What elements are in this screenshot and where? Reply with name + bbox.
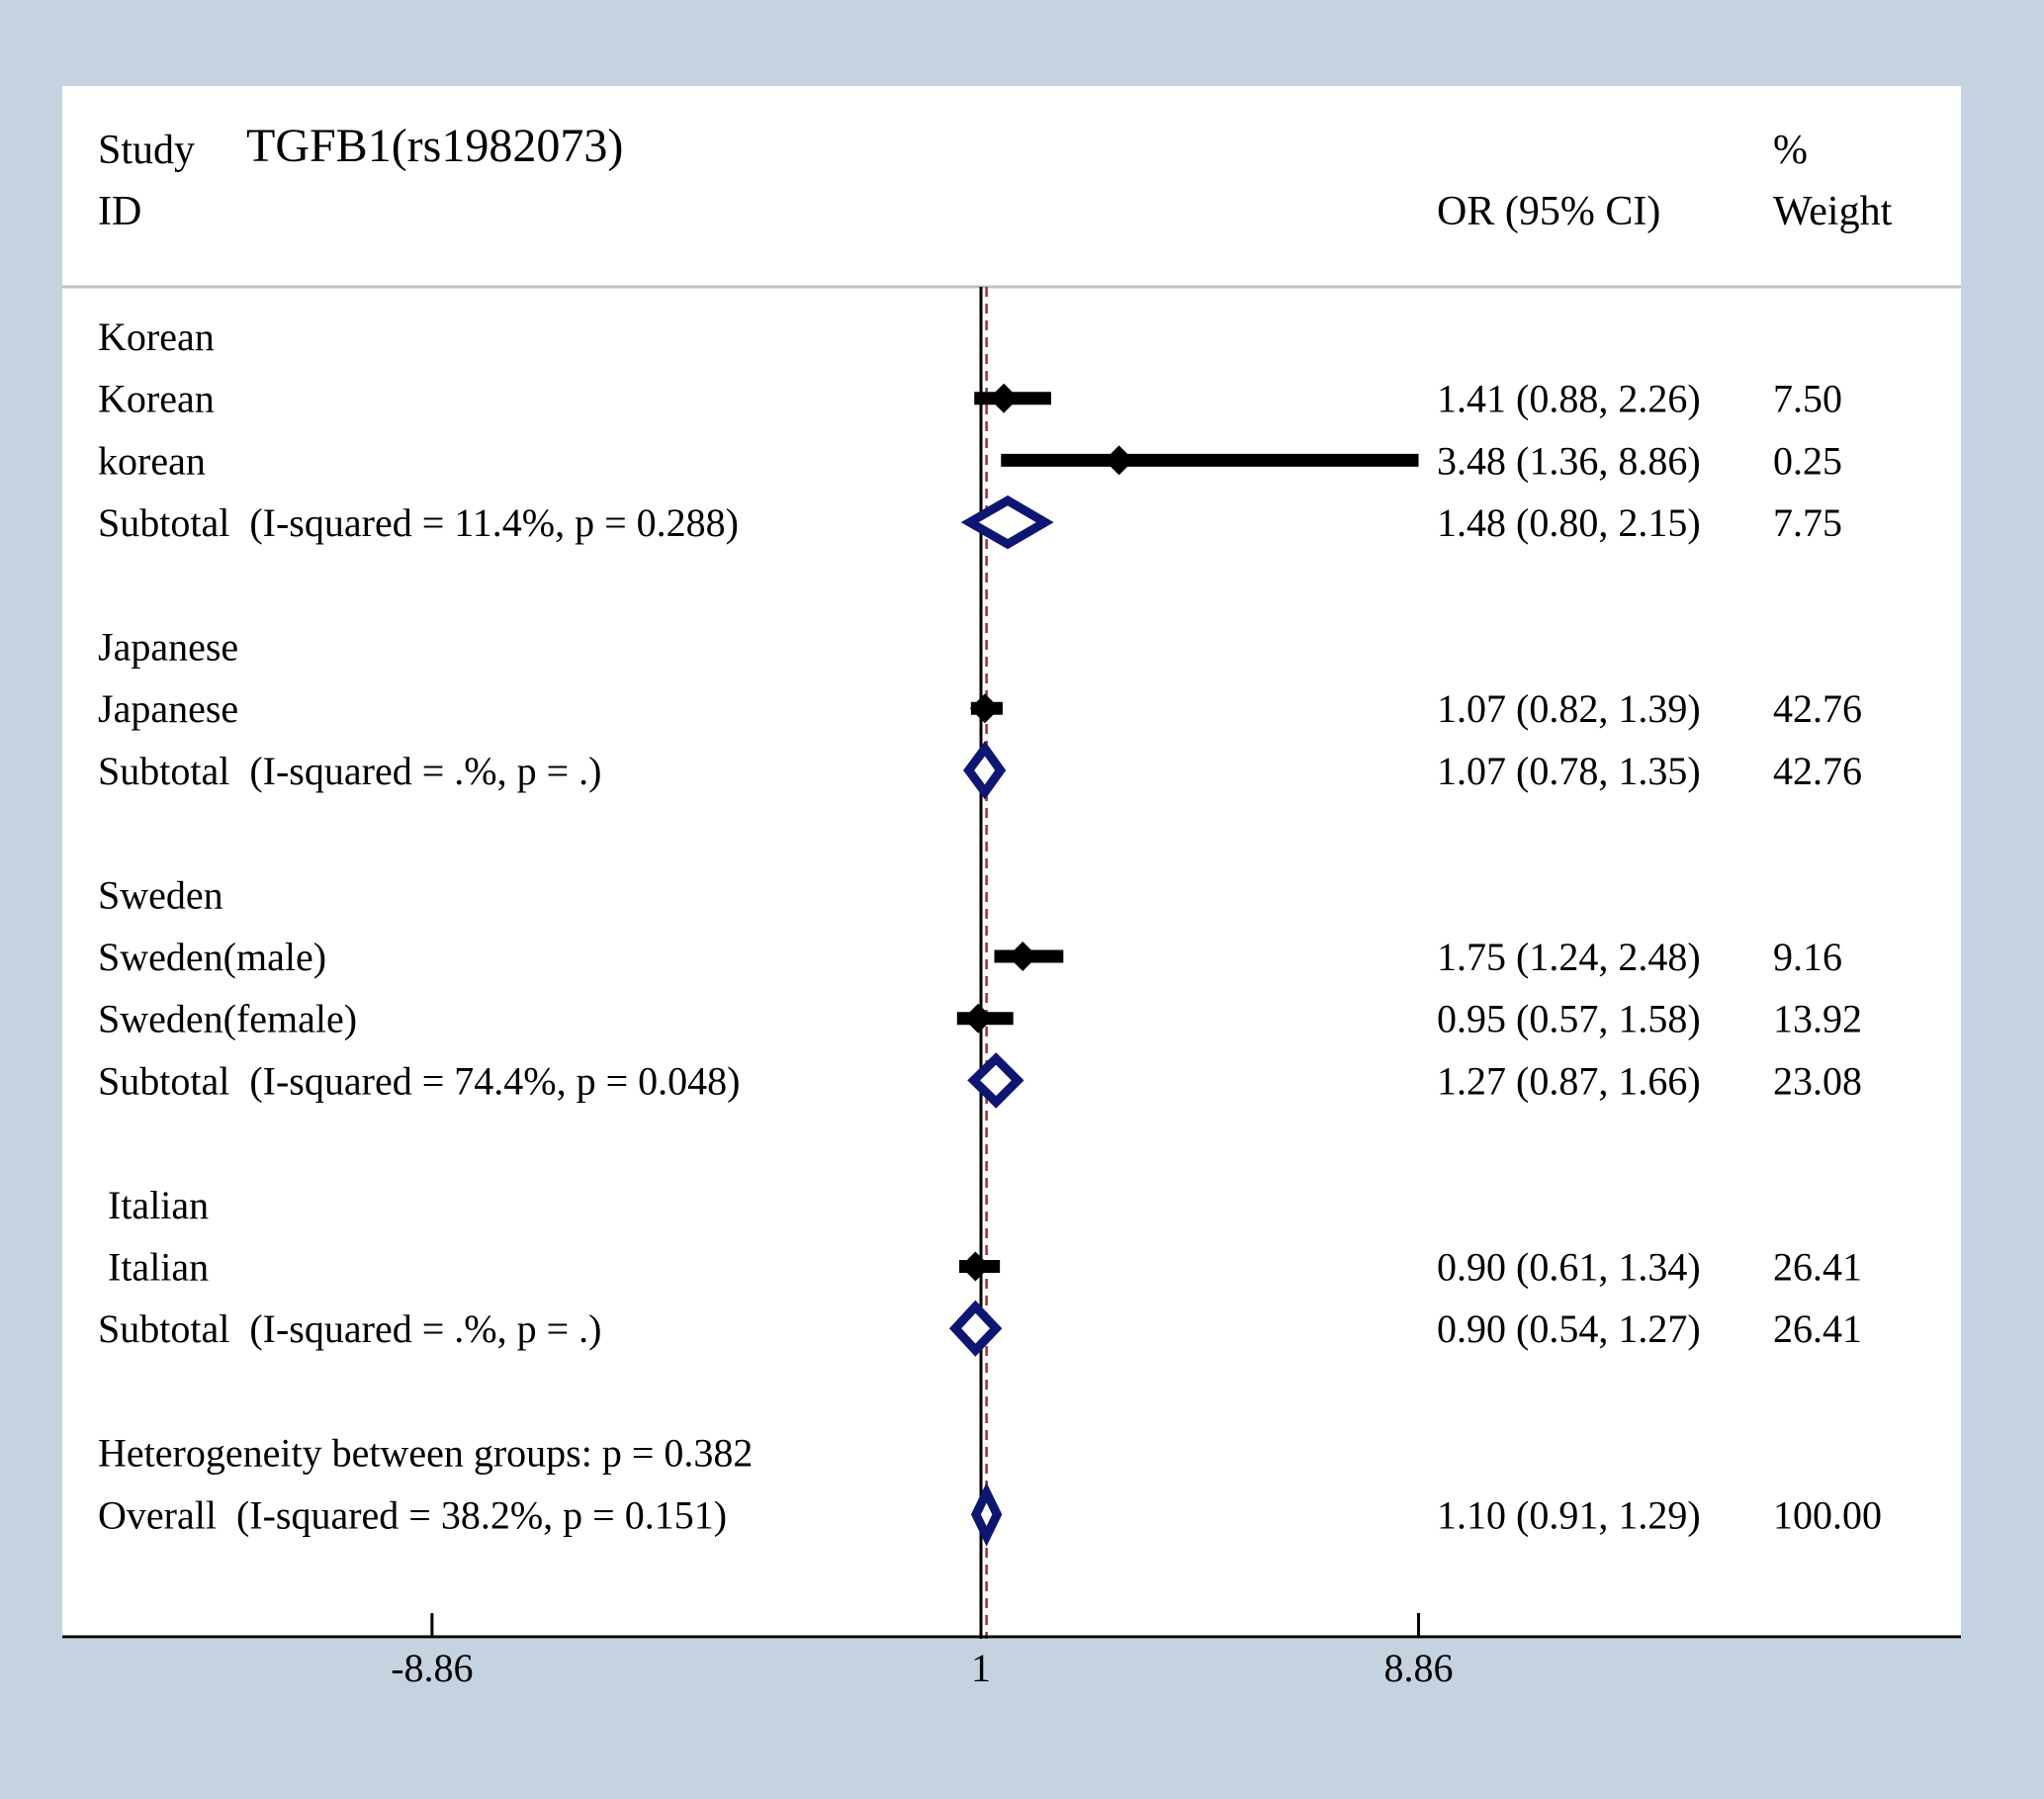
chart-title: TGFB1(rs1982073)	[246, 120, 623, 172]
weight-value: 7.75	[1773, 500, 1842, 545]
or-ci-value: 1.07 (0.82, 1.39)	[1437, 686, 1701, 731]
overall-label: Overall (I-squared = 38.2%, p = 0.151)	[98, 1492, 727, 1537]
group-label: Italian	[98, 1183, 209, 1227]
header-or-ci: OR (95% CI)	[1437, 189, 1660, 234]
subtotal-diamond	[963, 741, 1007, 800]
study-label: Japanese	[98, 686, 238, 731]
point-estimate	[1104, 445, 1134, 476]
or-ci-value: 1.41 (0.88, 2.26)	[1437, 377, 1701, 421]
or-ci-value: 1.07 (0.78, 1.35)	[1437, 749, 1701, 793]
subtotal-label: Subtotal (I-squared = 74.4%, p = 0.048)	[98, 1058, 740, 1103]
group-label: Korean	[98, 315, 215, 359]
x-tick-label: 1	[971, 1646, 991, 1690]
header-pct: %	[1773, 128, 1808, 173]
or-ci-value: 1.27 (0.87, 1.66)	[1437, 1058, 1701, 1103]
group-label: Sweden	[98, 872, 223, 917]
or-ci-value: 1.75 (1.24, 2.48)	[1437, 935, 1701, 979]
or-ci-value: 3.48 (1.36, 8.86)	[1437, 438, 1701, 483]
or-ci-value: 0.90 (0.61, 1.34)	[1437, 1245, 1701, 1290]
study-label: Sweden(female)	[98, 997, 357, 1041]
study-label: Sweden(male)	[98, 935, 326, 979]
x-tick-label: 8.86	[1384, 1646, 1454, 1690]
or-ci-value: 1.10 (0.91, 1.29)	[1437, 1492, 1701, 1537]
header-id: ID	[98, 189, 141, 234]
subtotal-label: Subtotal (I-squared = 11.4%, p = 0.288)	[98, 500, 739, 545]
study-label: Korean	[98, 377, 215, 421]
point-estimate	[1008, 942, 1038, 971]
point-estimate	[989, 383, 1020, 413]
weight-value: 26.41	[1773, 1245, 1862, 1290]
plot-panel	[62, 86, 1961, 1639]
or-ci-value: 0.90 (0.54, 1.27)	[1437, 1306, 1701, 1351]
or-ci-value: 0.95 (0.57, 1.58)	[1437, 997, 1701, 1041]
header-study: Study	[98, 128, 195, 173]
study-label: Italian	[98, 1245, 209, 1290]
weight-value: 100.00	[1773, 1492, 1882, 1537]
note-label: Heterogeneity between groups: p = 0.382	[98, 1431, 753, 1476]
subtotal-label: Subtotal (I-squared = .%, p = .)	[98, 749, 601, 793]
overall-diamond	[970, 1483, 1003, 1547]
or-ci-value: 1.48 (0.80, 2.15)	[1437, 500, 1701, 545]
x-tick-label: -8.86	[391, 1646, 473, 1690]
point-estimate	[960, 1251, 991, 1282]
study-label: korean	[98, 438, 206, 483]
group-label: Japanese	[98, 625, 238, 670]
weight-value: 26.41	[1773, 1306, 1862, 1351]
subtotal-diamond	[967, 1052, 1024, 1109]
subtotal-label: Subtotal (I-squared = .%, p = .)	[98, 1306, 601, 1351]
weight-value: 9.16	[1773, 935, 1842, 979]
subtotal-diamond	[960, 495, 1054, 550]
weight-value: 13.92	[1773, 997, 1862, 1041]
point-estimate	[969, 693, 1000, 724]
weight-value: 42.76	[1773, 686, 1862, 731]
header-weight: Weight	[1773, 189, 1893, 234]
weight-value: 0.25	[1773, 438, 1842, 483]
point-estimate	[963, 1003, 994, 1034]
weight-value: 23.08	[1773, 1058, 1862, 1103]
weight-value: 7.50	[1773, 377, 1842, 421]
subtotal-diamond	[948, 1300, 1003, 1357]
weight-value: 42.76	[1773, 749, 1862, 793]
